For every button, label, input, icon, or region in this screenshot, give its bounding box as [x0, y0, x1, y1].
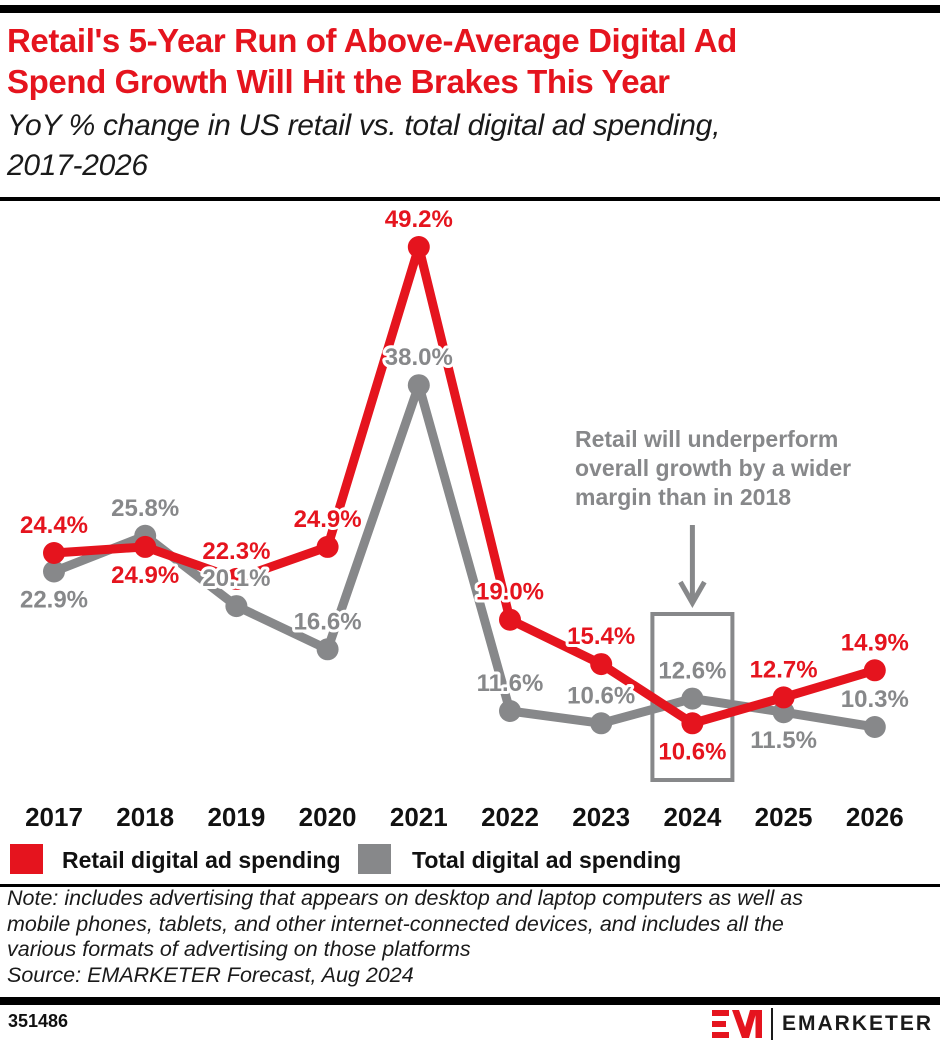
legend: Retail digital ad spending Total digital…	[0, 843, 940, 877]
legend-swatch-retail	[10, 844, 43, 874]
header-divider	[0, 197, 940, 201]
x-axis-label-2025: 2025	[755, 802, 813, 832]
data-label-total-digital-ad-spending-2020: 16.6%	[294, 608, 362, 635]
legend-swatch-total	[358, 844, 391, 874]
x-axis-label-2023: 2023	[572, 802, 630, 832]
data-label-total-digital-ad-spending-2025: 11.5%	[750, 727, 817, 754]
data-label-total-digital-ad-spending-2019: 20.1%	[202, 565, 270, 592]
legend-label-total: Total digital ad spending	[412, 847, 682, 873]
data-label-total-digital-ad-spending-2026: 10.3%	[841, 686, 909, 713]
data-point-retail-digital-ad-spending-2026	[863, 659, 886, 682]
data-label-total-digital-ad-spending-2023: 10.6%	[567, 682, 635, 709]
annotation-text-line-1: Retail will underperform	[575, 426, 838, 452]
data-label-retail-digital-ad-spending-2023: 15.4%	[567, 623, 635, 650]
data-label-total-digital-ad-spending-2024: 12.6%	[658, 658, 726, 685]
chart-subtitle: YoY % change in US retail vs. total digi…	[7, 109, 721, 182]
x-axis-label-2018: 2018	[116, 802, 174, 832]
x-axis-label-2017: 2017	[25, 802, 83, 832]
x-axis-label-2026: 2026	[846, 802, 904, 832]
data-point-retail-digital-ad-spending-2020	[316, 535, 339, 558]
annotation-arrowhead	[678, 580, 707, 609]
data-label-retail-digital-ad-spending-2022: 19.0%	[476, 579, 544, 606]
x-axis-label-2021: 2021	[390, 802, 448, 832]
data-point-retail-digital-ad-spending-2022	[499, 608, 521, 631]
data-label-retail-digital-ad-spending-2018: 24.9%	[111, 562, 179, 589]
data-label-retail-digital-ad-spending-2024: 10.6%	[658, 738, 726, 765]
data-label-total-digital-ad-spending-2018: 25.8%	[111, 495, 179, 522]
data-point-total-digital-ad-spending-2019	[225, 595, 248, 618]
data-point-total-digital-ad-spending-2020	[316, 638, 339, 661]
data-label-total-digital-ad-spending-2017: 22.9%	[20, 587, 88, 614]
data-point-total-digital-ad-spending-2026	[863, 716, 886, 738]
data-point-retail-digital-ad-spending-2021	[407, 236, 430, 258]
annotation-text-line-3: margin than in 2018	[575, 484, 791, 510]
top-accent-bar	[0, 5, 940, 13]
data-point-retail-digital-ad-spending-2017	[43, 542, 65, 564]
data-label-retail-digital-ad-spending-2020: 24.9%	[294, 506, 362, 533]
x-axis-label-2024: 2024	[663, 802, 721, 832]
data-point-total-digital-ad-spending-2022	[499, 700, 521, 722]
data-point-total-digital-ad-spending-2024	[681, 687, 704, 710]
legend-label-retail: Retail digital ad spending	[62, 847, 341, 873]
annotation-text-line-2: overall growth by a wider	[575, 455, 851, 481]
data-point-total-digital-ad-spending-2021	[407, 374, 430, 397]
source-text: Source: EMARKETER Forecast, Aug 2024	[7, 962, 414, 987]
data-label-retail-digital-ad-spending-2026: 14.9%	[841, 629, 909, 656]
footnote-block: Note: includes advertising that appears …	[7, 886, 933, 988]
data-point-total-digital-ad-spending-2023	[590, 712, 613, 735]
footer-bar	[0, 997, 940, 1005]
data-label-retail-digital-ad-spending-2017: 24.4%	[20, 512, 88, 539]
data-point-retail-digital-ad-spending-2018	[134, 535, 157, 558]
series-line-retail-digital-ad-spending	[53, 242, 877, 728]
data-label-retail-digital-ad-spending-2019: 22.3%	[202, 538, 270, 565]
logo-divider	[770, 1008, 773, 1040]
data-point-retail-digital-ad-spending-2024	[681, 712, 704, 735]
chart-title: Retail's 5-Year Run of Above-Average Dig…	[7, 22, 737, 100]
data-label-retail-digital-ad-spending-2025: 12.7%	[750, 656, 818, 683]
data-point-retail-digital-ad-spending-2019	[225, 567, 248, 590]
series-line-total-digital-ad-spending	[52, 380, 876, 732]
emarketer-logo: EMARKETER	[711, 1006, 933, 1042]
data-point-retail-digital-ad-spending-2025	[772, 686, 795, 709]
chart-id: 351486	[8, 1011, 69, 1031]
brand-wordmark: EMARKETER	[781, 1012, 933, 1035]
data-point-total-digital-ad-spending-2017	[43, 560, 65, 583]
data-label-total-digital-ad-spending-2021: 38.0%	[385, 344, 453, 371]
note-text: Note: includes advertising that appears …	[7, 886, 803, 961]
em-logo-icon	[711, 1010, 762, 1038]
x-axis-label-2019: 2019	[207, 802, 265, 832]
data-label-total-digital-ad-spending-2022: 11.6%	[477, 670, 544, 697]
data-point-retail-digital-ad-spending-2023	[590, 653, 613, 676]
x-axis-label-2020: 2020	[299, 802, 357, 832]
note-divider	[0, 884, 940, 887]
data-label-retail-digital-ad-spending-2021: 49.2%	[385, 206, 453, 233]
x-axis-label-2022: 2022	[481, 802, 539, 832]
line-chart: 22.9% 25.8% 20.1% 16.6% 38.0% 11.6% 10.6% 12.6%…	[17, 203, 912, 832]
